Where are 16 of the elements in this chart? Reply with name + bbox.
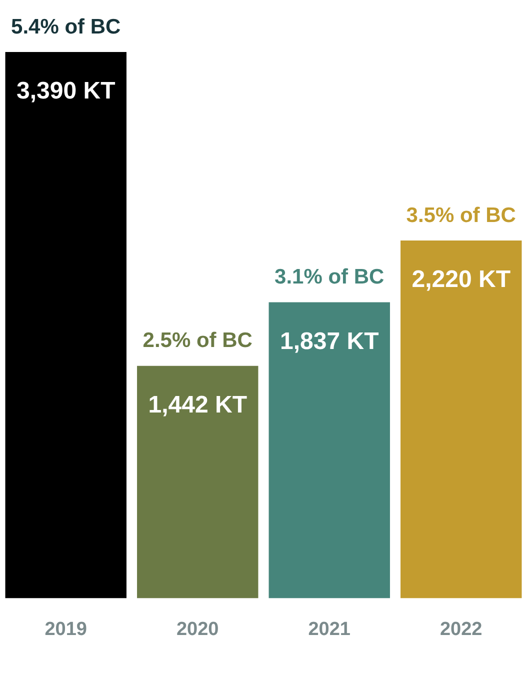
x-tick-label: 2021 (308, 618, 351, 640)
annotation: 5.4% of BC (11, 15, 121, 38)
data-label: 1,442 KT (148, 391, 248, 418)
annotation: 2.5% of BC (142, 329, 252, 352)
bar (268, 302, 390, 598)
bar (5, 52, 126, 598)
x-tick-label: 2019 (44, 618, 88, 640)
annotation: 3.5% of BC (406, 204, 516, 227)
x-tick-label: 2020 (176, 618, 219, 640)
bar (400, 240, 522, 598)
data-label: 3,390 KT (16, 78, 116, 105)
annotation: 3.1% of BC (274, 266, 384, 289)
data-label: 2,220 KT (412, 266, 511, 294)
x-tick-label: 2022 (440, 618, 482, 640)
data-label: 1,837 KT (280, 328, 380, 355)
bar (137, 366, 258, 598)
